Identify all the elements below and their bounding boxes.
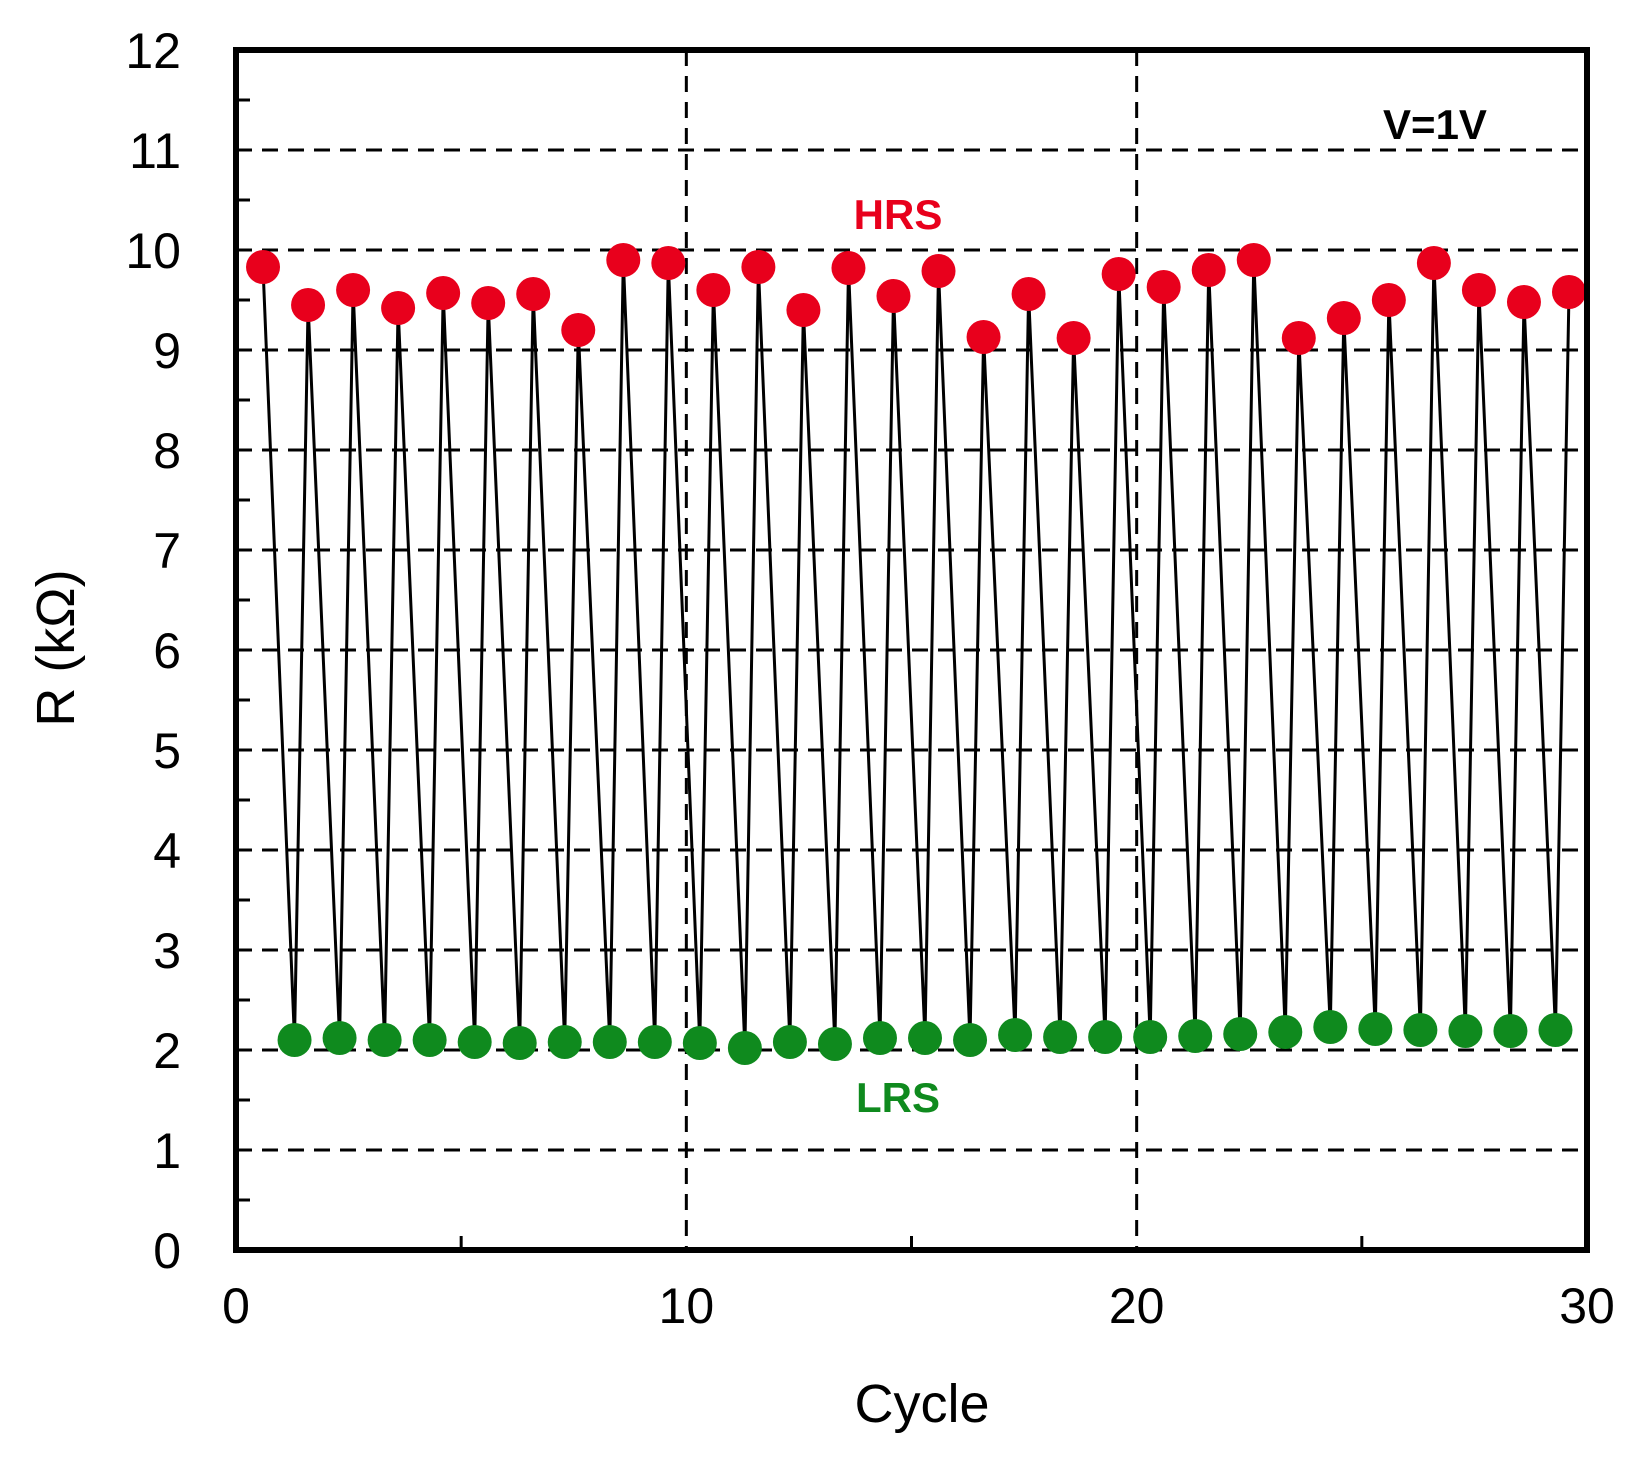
hrs-point bbox=[1371, 283, 1406, 317]
lrs-point bbox=[1403, 1013, 1438, 1047]
y-tick-label: 10 bbox=[125, 223, 181, 279]
hrs-annotation: HRS bbox=[854, 191, 943, 238]
lrs-point bbox=[1043, 1020, 1078, 1054]
hrs-point bbox=[1326, 301, 1361, 335]
hrs-point bbox=[336, 273, 371, 307]
hrs-point bbox=[966, 320, 1001, 354]
lrs-point bbox=[772, 1025, 807, 1059]
lrs-point bbox=[277, 1023, 312, 1057]
hrs-point bbox=[381, 291, 416, 325]
y-tick-label: 4 bbox=[153, 823, 181, 879]
hrs-point bbox=[1461, 273, 1496, 307]
y-tick-label: 12 bbox=[125, 23, 181, 79]
hrs-point bbox=[1506, 285, 1541, 319]
hrs-point bbox=[831, 251, 866, 285]
lrs-point bbox=[637, 1025, 672, 1059]
hrs-point bbox=[696, 273, 731, 307]
x-tick-label: 20 bbox=[1109, 1278, 1165, 1334]
plot-frame bbox=[233, 47, 1590, 1253]
lrs-annotation: LRS bbox=[856, 1074, 940, 1121]
voltage-annotation: V=1V bbox=[1383, 101, 1487, 148]
hrs-point bbox=[1236, 243, 1271, 277]
y-tick-label: 6 bbox=[153, 623, 181, 679]
lrs-point bbox=[457, 1025, 492, 1059]
hrs-point bbox=[426, 276, 461, 310]
lrs-point bbox=[727, 1031, 762, 1065]
lrs-point bbox=[682, 1026, 717, 1060]
y-axis-label: R (kΩ) bbox=[26, 569, 86, 726]
y-tick-label: 0 bbox=[153, 1223, 181, 1279]
x-axis-label: Cycle bbox=[854, 1374, 989, 1434]
data-markers bbox=[246, 243, 1586, 1065]
lrs-point bbox=[367, 1023, 402, 1057]
hrs-point bbox=[516, 277, 551, 311]
hrs-point bbox=[1101, 257, 1136, 291]
hrs-point bbox=[786, 293, 821, 327]
y-tick-label: 1 bbox=[153, 1123, 181, 1179]
hrs-point bbox=[1056, 321, 1091, 355]
hrs-point bbox=[471, 286, 506, 320]
lrs-point bbox=[547, 1025, 582, 1059]
y-tick-label: 11 bbox=[129, 123, 181, 179]
hrs-point bbox=[1146, 270, 1181, 304]
lrs-point bbox=[1178, 1019, 1213, 1053]
hrs-point bbox=[1551, 275, 1586, 309]
x-tick-labels: 0 10 20 30 bbox=[222, 1278, 1615, 1334]
x-tick-label: 10 bbox=[659, 1278, 715, 1334]
x-tick-label: 0 bbox=[222, 1278, 250, 1334]
x-tick-label: 30 bbox=[1559, 1278, 1615, 1334]
hrs-point bbox=[651, 246, 686, 280]
lrs-point bbox=[412, 1023, 447, 1057]
lrs-point bbox=[1448, 1014, 1483, 1048]
lrs-point bbox=[1133, 1020, 1168, 1054]
lrs-point bbox=[908, 1021, 943, 1055]
hrs-point bbox=[561, 313, 596, 347]
y-tick-label: 5 bbox=[153, 723, 181, 779]
y-tick-label: 9 bbox=[153, 323, 181, 379]
hrs-point bbox=[246, 250, 281, 284]
lrs-point bbox=[817, 1027, 852, 1061]
lrs-point bbox=[1313, 1010, 1348, 1044]
y-tick-label: 2 bbox=[153, 1023, 181, 1079]
hrs-point bbox=[1191, 253, 1226, 287]
resistance-line bbox=[261, 258, 1589, 1050]
lrs-point bbox=[1088, 1020, 1123, 1054]
y-tick-label: 7 bbox=[153, 523, 181, 579]
hrs-point bbox=[876, 279, 911, 313]
lrs-point bbox=[1493, 1014, 1528, 1048]
lrs-point bbox=[322, 1021, 357, 1055]
lrs-point bbox=[1223, 1017, 1258, 1051]
y-tick-label: 8 bbox=[153, 423, 181, 479]
lrs-point bbox=[862, 1021, 897, 1055]
lrs-point bbox=[953, 1023, 988, 1057]
hrs-point bbox=[1281, 321, 1316, 355]
hrs-point bbox=[606, 243, 641, 277]
lrs-point bbox=[502, 1026, 537, 1060]
hrs-point bbox=[1416, 246, 1451, 280]
y-tick-label: 3 bbox=[153, 923, 181, 979]
hrs-point bbox=[921, 254, 956, 288]
lrs-point bbox=[998, 1018, 1033, 1052]
hrs-point bbox=[291, 288, 326, 322]
lrs-point bbox=[592, 1025, 627, 1059]
lrs-point bbox=[1358, 1012, 1393, 1046]
hrs-point bbox=[1011, 277, 1046, 311]
hrs-point bbox=[741, 250, 776, 284]
lrs-point bbox=[1268, 1015, 1303, 1049]
lrs-point bbox=[1538, 1013, 1573, 1047]
